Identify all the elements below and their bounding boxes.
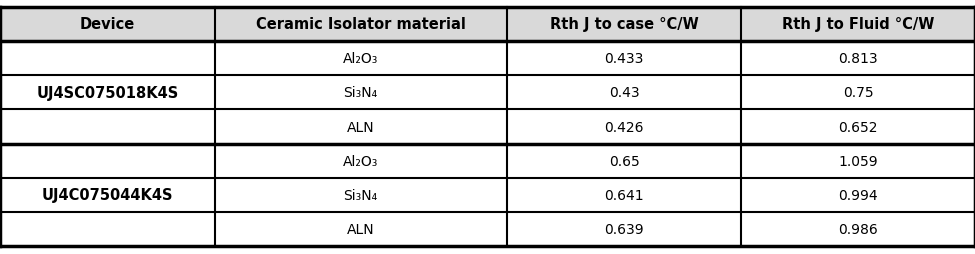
Text: Al₂O₃: Al₂O₃ xyxy=(343,52,378,66)
Bar xyxy=(741,8,975,42)
Text: UJ4SC075018K4S: UJ4SC075018K4S xyxy=(36,85,178,100)
Text: Rth J to case °C/W: Rth J to case °C/W xyxy=(550,17,698,32)
Bar xyxy=(507,178,741,212)
Text: 0.652: 0.652 xyxy=(838,120,878,134)
Text: Si₃N₄: Si₃N₄ xyxy=(343,188,378,202)
Bar xyxy=(507,110,741,144)
Bar xyxy=(507,42,741,76)
Text: Al₂O₃: Al₂O₃ xyxy=(343,154,378,168)
Bar xyxy=(507,144,741,178)
Text: 0.43: 0.43 xyxy=(608,86,640,100)
Bar xyxy=(214,144,507,178)
Bar xyxy=(0,212,214,246)
Bar xyxy=(741,110,975,144)
Text: 0.986: 0.986 xyxy=(838,222,878,236)
Bar xyxy=(507,76,741,110)
Text: 0.65: 0.65 xyxy=(608,154,640,168)
Bar xyxy=(507,212,741,246)
Bar xyxy=(214,76,507,110)
Text: Rth J to Fluid °C/W: Rth J to Fluid °C/W xyxy=(782,17,934,32)
Bar xyxy=(507,8,741,42)
Bar xyxy=(214,8,507,42)
Text: 0.641: 0.641 xyxy=(604,188,644,202)
Bar xyxy=(741,178,975,212)
Bar xyxy=(214,178,507,212)
Bar xyxy=(0,144,214,178)
Text: 0.813: 0.813 xyxy=(838,52,878,66)
Bar xyxy=(0,42,214,76)
Text: UJ4C075044K4S: UJ4C075044K4S xyxy=(42,188,173,203)
Text: Si₃N₄: Si₃N₄ xyxy=(343,86,378,100)
Bar xyxy=(214,110,507,144)
Text: 1.059: 1.059 xyxy=(838,154,878,168)
Text: ALN: ALN xyxy=(347,222,374,236)
Text: ALN: ALN xyxy=(347,120,374,134)
Bar xyxy=(741,212,975,246)
Bar xyxy=(214,212,507,246)
Bar xyxy=(741,76,975,110)
Text: Device: Device xyxy=(80,17,135,32)
Bar xyxy=(0,110,214,144)
Bar xyxy=(214,42,507,76)
Text: 0.75: 0.75 xyxy=(842,86,874,100)
Bar xyxy=(0,8,214,42)
Bar xyxy=(741,42,975,76)
Bar xyxy=(0,76,214,110)
Text: Ceramic Isolator material: Ceramic Isolator material xyxy=(255,17,466,32)
Text: 0.994: 0.994 xyxy=(838,188,878,202)
Bar xyxy=(0,178,214,212)
Text: 0.426: 0.426 xyxy=(604,120,644,134)
Text: 0.433: 0.433 xyxy=(604,52,644,66)
Bar xyxy=(741,144,975,178)
Text: 0.639: 0.639 xyxy=(604,222,644,236)
